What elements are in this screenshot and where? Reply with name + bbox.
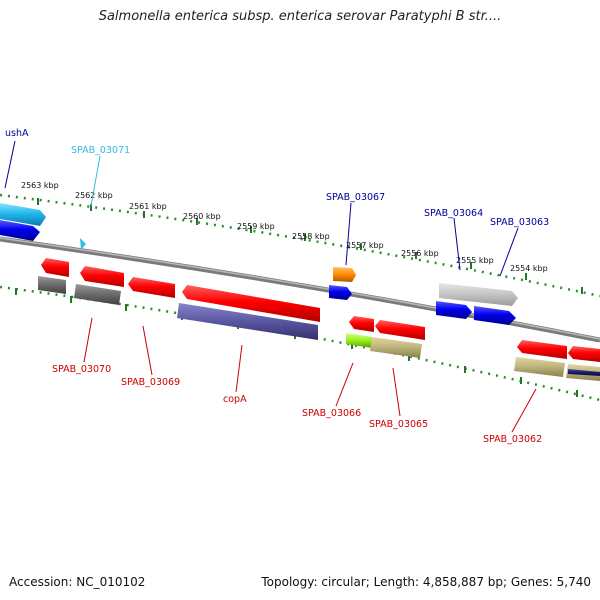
- gene-label-SPAB_03065[interactable]: SPAB_03065: [369, 419, 428, 430]
- leader-line: [142, 325, 153, 376]
- gene-SPAB_03069[interactable]: [128, 277, 175, 298]
- gene-label-copA[interactable]: copA: [223, 394, 247, 405]
- kbp-label: 2559 kbp: [237, 222, 275, 231]
- kbp-label: 2561 kbp: [129, 202, 167, 211]
- leader-line: [499, 227, 519, 277]
- gene-SPAB_03063[interactable]: [474, 306, 516, 325]
- accession-text: Accession: NC_010102: [9, 575, 146, 589]
- leader-line: [335, 362, 354, 407]
- gene-reverse[interactable]: [41, 258, 69, 277]
- leader-line: [83, 317, 93, 363]
- gene-reverse[interactable]: [38, 276, 66, 294]
- kbp-label: 2562 kbp: [75, 191, 113, 200]
- gene-label-SPAB_03062[interactable]: SPAB_03062: [483, 434, 542, 445]
- leader-line: [453, 217, 461, 271]
- gene-SPAB_03071[interactable]: [80, 238, 86, 250]
- gene-copA[interactable]: [182, 285, 320, 322]
- gene-reverse[interactable]: [517, 340, 567, 359]
- gene-SPAB_03065[interactable]: [375, 320, 425, 340]
- gene-reverse[interactable]: [177, 303, 318, 340]
- genome-backbone: [0, 236, 600, 343]
- gene-reverse[interactable]: [370, 337, 422, 358]
- kbp-label: 2557 kbp: [346, 241, 384, 250]
- gene-reverse[interactable]: [568, 369, 600, 376]
- gene-SPAB_03064[interactable]: [439, 283, 518, 306]
- gene-forward[interactable]: [329, 285, 352, 300]
- gene-forward[interactable]: [436, 301, 472, 319]
- gene-reverse[interactable]: [568, 346, 600, 362]
- gene-SPAB_03062[interactable]: [514, 357, 565, 377]
- gene-SPAB_03066[interactable]: [346, 333, 372, 348]
- gene-label-SPAB_03066[interactable]: SPAB_03066: [302, 408, 361, 419]
- leader-line: [345, 202, 352, 266]
- page-title: Salmonella enterica subsp. enterica sero…: [98, 9, 502, 24]
- gene-forward[interactable]: [0, 220, 40, 241]
- kbp-label: 2555 kbp: [456, 256, 494, 265]
- kbp-label: 2556 kbp: [401, 249, 439, 258]
- gene-label-ushA[interactable]: ushA: [5, 128, 29, 139]
- leader-line: [4, 140, 16, 189]
- gene-SPAB_03070[interactable]: [74, 284, 121, 305]
- leader-line: [511, 388, 537, 433]
- gene-label-SPAB_03069[interactable]: SPAB_03069: [121, 377, 180, 388]
- kbp-label: 2560 kbp: [183, 212, 221, 221]
- gene-label-SPAB_03071[interactable]: SPAB_03071: [71, 145, 130, 156]
- gene-SPAB_03067[interactable]: [333, 267, 356, 282]
- outer-ticks: [37, 198, 583, 294]
- leader-line: [392, 367, 401, 417]
- leader-line: [90, 155, 101, 207]
- genome-summary-text: Topology: circular; Length: 4,858,887 bp…: [261, 575, 591, 589]
- leader-line: [235, 344, 243, 393]
- kbp-label: 2558 kbp: [292, 232, 330, 241]
- kbp-label: 2554 kbp: [510, 264, 548, 273]
- gene-label-SPAB_03070[interactable]: SPAB_03070: [52, 364, 111, 375]
- gene-label-SPAB_03067[interactable]: SPAB_03067: [326, 192, 385, 203]
- gene-reverse[interactable]: [80, 266, 124, 287]
- gene-reverse[interactable]: [349, 316, 374, 332]
- gene-ushA[interactable]: [0, 203, 46, 226]
- gene-label-SPAB_03063[interactable]: SPAB_03063: [490, 217, 549, 228]
- kbp-label: 2563 kbp: [21, 181, 59, 190]
- gene-label-SPAB_03064[interactable]: SPAB_03064: [424, 208, 483, 219]
